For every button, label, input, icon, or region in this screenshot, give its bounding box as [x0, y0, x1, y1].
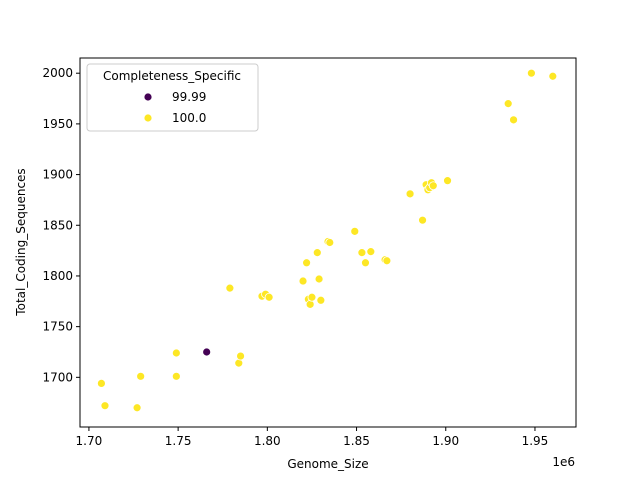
data-point	[361, 258, 370, 268]
data-point	[97, 379, 106, 388]
data-point	[350, 226, 360, 236]
data-point	[418, 215, 427, 225]
plot-area-frame	[79, 57, 577, 428]
y-tick-label: 2000	[42, 66, 73, 80]
y-tick-label: 1850	[42, 218, 73, 232]
y-tick-label: 1700	[42, 370, 73, 384]
data-point	[132, 403, 142, 413]
legend-title: Completeness_Specific	[103, 69, 241, 83]
legend: Completeness_Specific 99.99 100.0	[86, 63, 259, 132]
data-point	[234, 358, 244, 368]
y-tick-label: 1750	[42, 320, 73, 334]
x-tick-label: 1.90	[432, 434, 459, 448]
x-tick-label: 1.80	[254, 434, 281, 448]
legend-marker-100-0	[143, 113, 153, 123]
x-axis-ticks: 1.70 1.75 1.80 1.85 1.90 1.95	[76, 427, 549, 448]
data-point	[171, 371, 181, 381]
y-tick-label: 1800	[42, 269, 73, 283]
y-axis-label: Total_Coding_Sequences	[14, 168, 28, 316]
data-point	[316, 295, 326, 305]
data-point	[264, 292, 274, 302]
legend-label-100-0: 100.0	[172, 111, 206, 125]
data-point	[382, 256, 392, 266]
data-point	[202, 347, 212, 357]
y-tick-label: 1900	[42, 168, 73, 182]
data-point	[100, 401, 110, 411]
data-point	[443, 176, 452, 186]
legend-frame	[86, 63, 259, 132]
data-point	[325, 238, 335, 247]
data-point	[503, 99, 513, 109]
data-point	[236, 351, 245, 361]
x-tick-label: 1.85	[343, 434, 370, 448]
data-point	[405, 189, 415, 199]
data-point	[302, 258, 311, 268]
data-point	[312, 248, 322, 258]
data-point	[314, 274, 324, 284]
data-point	[509, 115, 518, 125]
data-point	[428, 181, 438, 191]
x-axis-offset-label: 1e6	[552, 455, 575, 469]
data-point	[307, 292, 317, 302]
legend-marker-99-99	[143, 92, 153, 102]
x-tick-label: 1.95	[522, 434, 549, 448]
data-point	[305, 299, 315, 309]
data-point	[225, 283, 235, 293]
data-point	[526, 68, 536, 78]
x-tick-label: 1.70	[76, 434, 103, 448]
legend-label-99-99: 99.99	[172, 90, 206, 104]
y-tick-label: 1950	[42, 117, 73, 131]
data-point	[298, 276, 308, 286]
data-point	[357, 248, 367, 258]
x-tick-label: 1.75	[165, 434, 192, 448]
y-axis-ticks: 1700 1750 1800 1850 1900 1950 2000	[42, 66, 80, 384]
data-point	[171, 348, 181, 358]
x-axis-label: Genome_Size	[287, 457, 368, 471]
data-point	[136, 371, 146, 381]
data-point	[548, 71, 558, 81]
data-point	[366, 247, 376, 257]
data-points	[97, 68, 558, 413]
